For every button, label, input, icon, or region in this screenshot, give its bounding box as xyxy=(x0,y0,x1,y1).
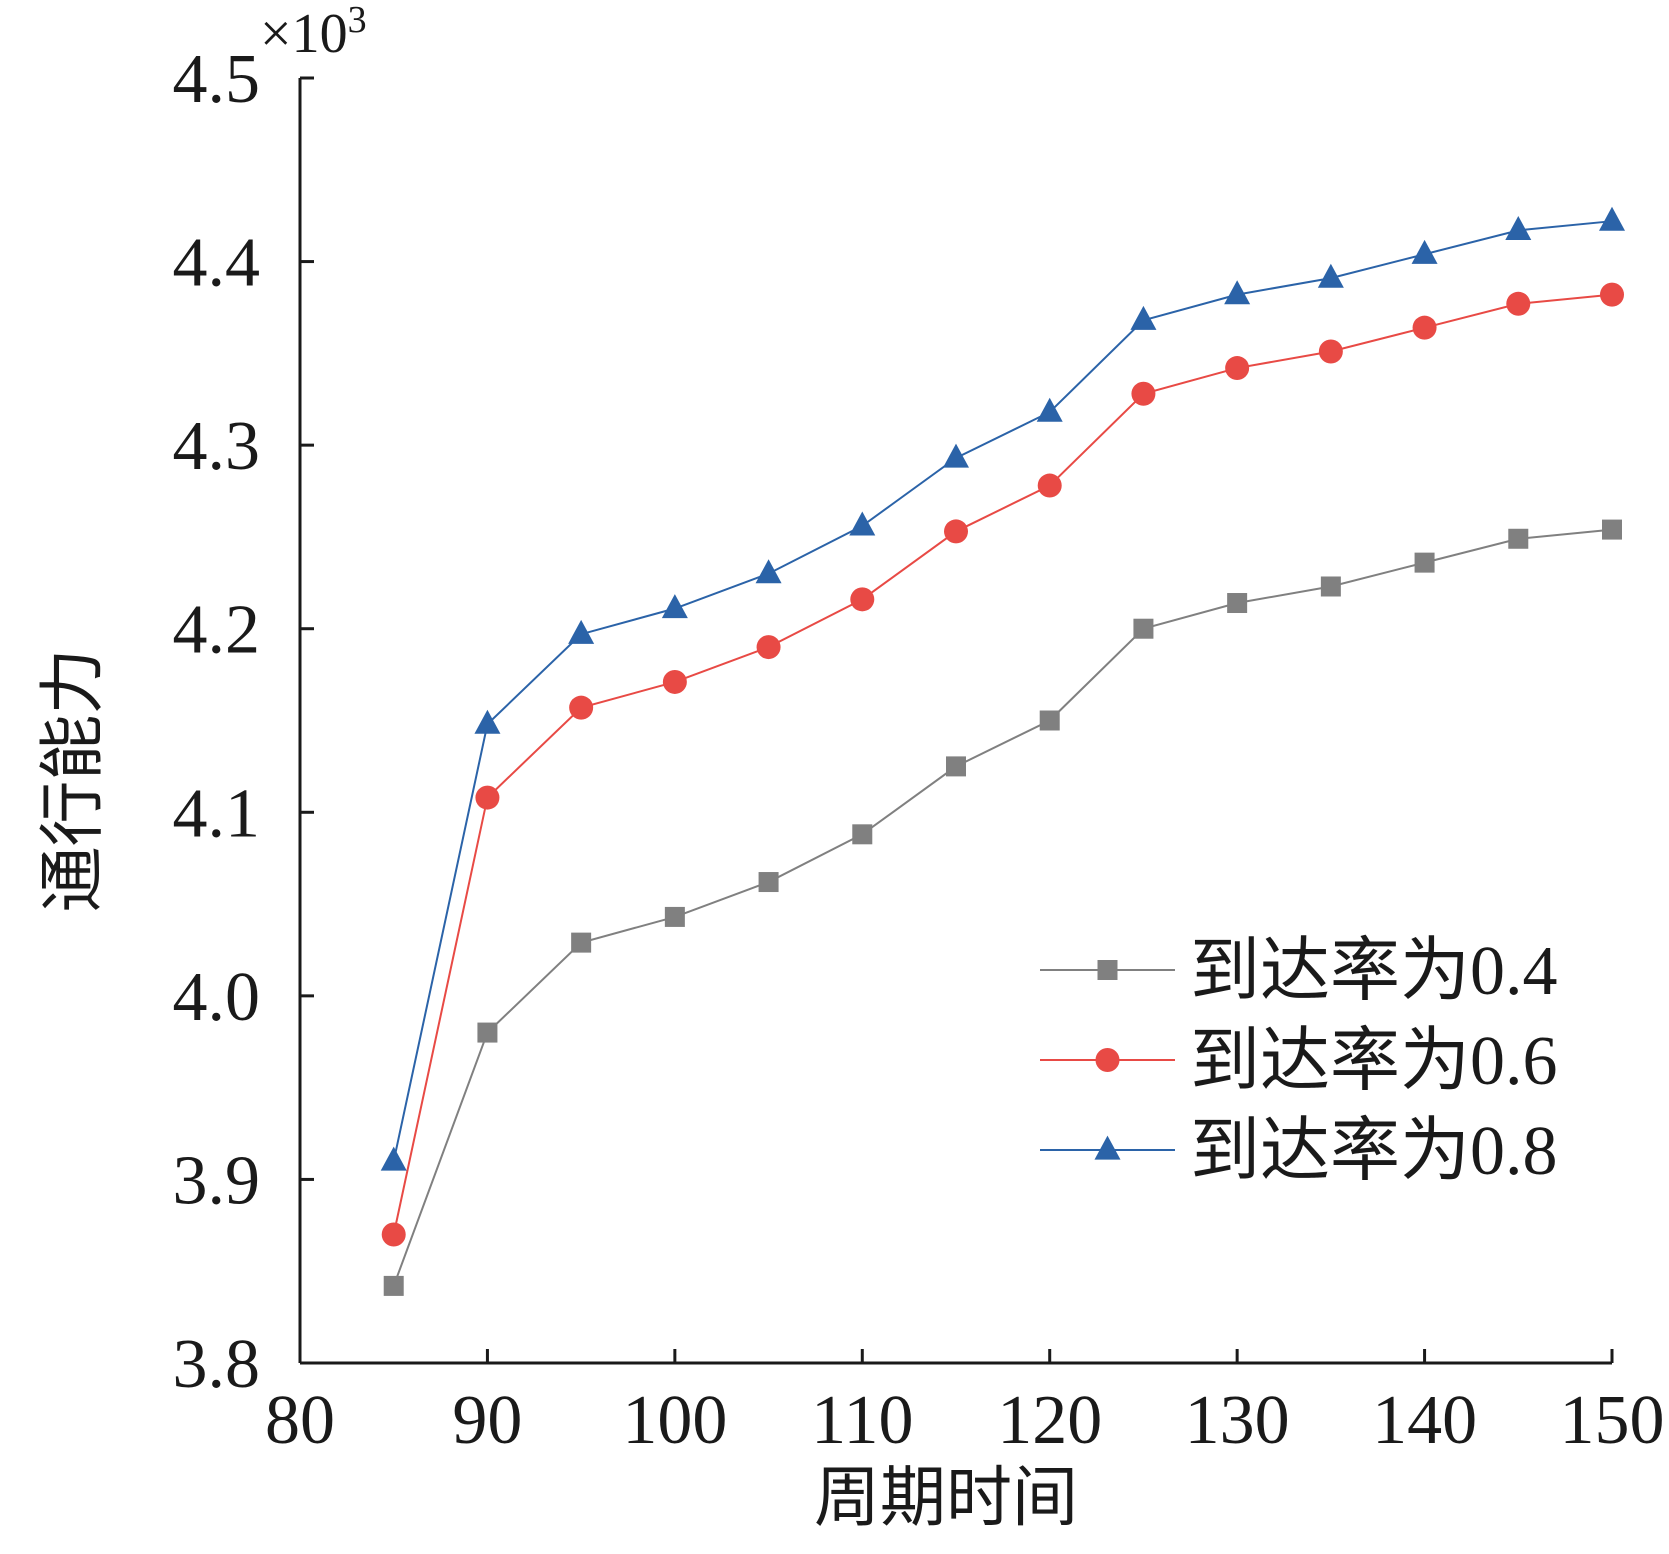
data-point xyxy=(1508,528,1529,549)
data-point xyxy=(943,443,969,468)
data-point xyxy=(849,511,876,536)
data-point xyxy=(758,872,779,893)
y-ticks: 3.8 3.9 4.0 4.1 4.2 4.3 4.4 4.5 xyxy=(173,41,314,1403)
data-point xyxy=(1131,381,1156,406)
data-point xyxy=(1506,291,1531,316)
legend-item: 到达率为0.6 xyxy=(1040,1023,1558,1100)
data-point xyxy=(568,619,595,644)
y-tick-label: 4.1 xyxy=(173,775,261,852)
y-axis-title: 通行能力 xyxy=(34,649,111,913)
legend-label: 到达率为0.6 xyxy=(1190,1023,1558,1100)
data-point xyxy=(662,669,687,694)
series-line xyxy=(392,293,1613,1235)
data-point xyxy=(1414,552,1435,573)
y-tick-label: 4.0 xyxy=(173,959,261,1036)
data-point xyxy=(1320,576,1341,597)
x-tick-label: 140 xyxy=(1372,1382,1477,1459)
data-point xyxy=(1505,215,1532,240)
data-point xyxy=(1318,339,1343,364)
data-point xyxy=(756,635,781,660)
data-point xyxy=(1227,593,1248,614)
data-point xyxy=(1602,519,1622,540)
x-tick-label: 80 xyxy=(265,1382,335,1459)
data-point xyxy=(1036,397,1063,422)
x-tick-label: 130 xyxy=(1185,1382,1290,1459)
y-tick-label: 4.5 xyxy=(173,41,261,118)
x-tick-label: 150 xyxy=(1560,1382,1665,1459)
y-tick-label: 4.4 xyxy=(173,225,261,302)
legend-item: 到达率为0.4 xyxy=(1040,933,1558,1010)
data-point xyxy=(850,587,875,612)
data-point xyxy=(664,906,685,927)
data-point xyxy=(1225,356,1250,381)
y-multiplier-exponent: 3 xyxy=(348,0,367,41)
series-circle xyxy=(381,282,1624,1247)
data-point xyxy=(571,932,592,953)
y-tick-label: 3.8 xyxy=(173,1326,261,1403)
data-point xyxy=(380,1146,407,1171)
series-square xyxy=(383,519,1622,1296)
data-point xyxy=(1039,710,1060,731)
data-point xyxy=(1317,263,1344,288)
x-tick-label: 120 xyxy=(997,1382,1102,1459)
legend-label: 到达率为0.8 xyxy=(1190,1113,1558,1190)
legend: 到达率为0.4 到达率为0.6 到达率为0.8 xyxy=(1040,933,1558,1190)
data-point xyxy=(383,1275,404,1296)
series-layer xyxy=(380,206,1625,1296)
data-point xyxy=(381,1222,406,1247)
x-tick-label: 110 xyxy=(811,1382,913,1459)
y-tick-label: 3.9 xyxy=(173,1142,261,1219)
data-point xyxy=(852,824,873,845)
data-point xyxy=(1411,239,1438,264)
data-point xyxy=(661,594,688,619)
series-triangle xyxy=(380,206,1625,1171)
data-point xyxy=(1133,618,1154,639)
data-point xyxy=(1037,473,1062,498)
legend-label: 到达率为0.4 xyxy=(1190,933,1558,1010)
series-line xyxy=(392,220,1613,1162)
data-point xyxy=(477,1022,498,1043)
y-tick-label: 4.2 xyxy=(173,592,261,669)
x-ticks: 80 90 100 110 120 130 140 150 xyxy=(265,1349,1665,1459)
data-point xyxy=(474,709,501,734)
data-point xyxy=(1600,282,1624,307)
legend-marker xyxy=(1094,1135,1121,1160)
data-point xyxy=(944,519,968,544)
x-axis-title: 周期时间 xyxy=(814,1459,1078,1536)
y-axis-multiplier: ×103 xyxy=(260,0,367,65)
data-point xyxy=(1224,280,1251,305)
data-point xyxy=(946,756,966,777)
y-tick-label: 4.3 xyxy=(173,408,261,485)
x-tick-label: 90 xyxy=(452,1382,522,1459)
legend-marker xyxy=(1095,1048,1120,1072)
data-point xyxy=(1412,315,1437,340)
data-point xyxy=(569,695,594,720)
data-point xyxy=(1130,305,1157,330)
axes xyxy=(298,78,1612,1365)
data-point xyxy=(475,785,500,810)
data-point xyxy=(755,559,782,584)
legend-marker xyxy=(1097,960,1118,980)
legend-item: 到达率为0.8 xyxy=(1040,1113,1558,1190)
data-point xyxy=(1599,206,1625,231)
y-multiplier-base: ×10 xyxy=(260,3,348,65)
x-tick-label: 100 xyxy=(622,1382,727,1459)
series-line xyxy=(392,528,1613,1287)
